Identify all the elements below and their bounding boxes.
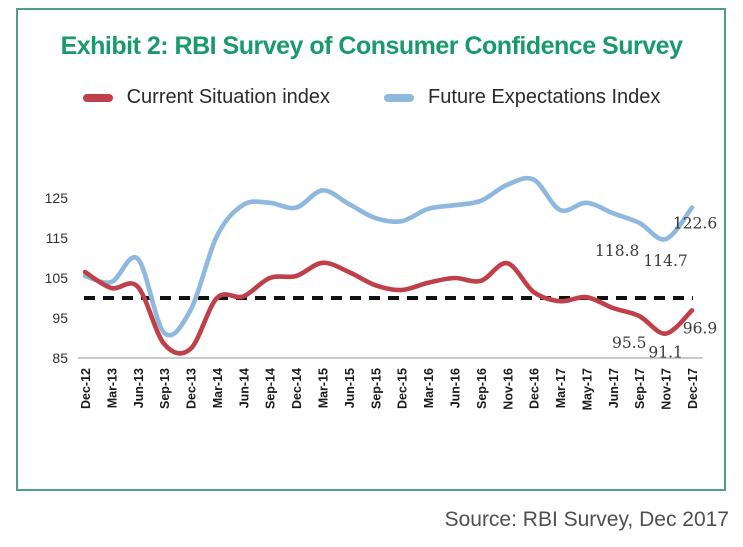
csi-line <box>82 260 695 356</box>
x-axis-tick-label: Nov-17 <box>660 368 674 410</box>
data-label: 114.7 <box>643 252 687 270</box>
y-axis-tick-label: 115 <box>46 230 69 246</box>
y-axis-tick-label: 95 <box>52 310 68 326</box>
data-label: 91.1 <box>648 344 683 362</box>
x-axis-tick-label: Sep-16 <box>475 368 489 409</box>
data-label: 118.8 <box>595 242 639 260</box>
x-axis-tick-label: Nov-16 <box>501 368 515 410</box>
page-title: Exhibit 2: RBI Survey of Consumer Confid… <box>60 32 683 60</box>
y-axis-tick-label: 105 <box>45 270 69 286</box>
source-caption: Source: RBI Survey, Dec 2017 <box>444 508 729 531</box>
x-axis-tick-label: Jun-15 <box>343 368 357 408</box>
x-axis-tick-label: Sep-17 <box>633 368 647 409</box>
x-axis-tick-label: Sep-14 <box>264 368 278 409</box>
x-axis-tick-label: Dec-16 <box>528 368 542 409</box>
data-label: 122.6 <box>673 215 717 233</box>
x-axis-tick-label: Sep-13 <box>158 368 172 409</box>
y-axis-tick-label: 85 <box>52 350 68 366</box>
x-axis-tick-label: Sep-15 <box>369 368 383 409</box>
fei-line <box>82 175 695 338</box>
data-label: 95.5 <box>612 334 647 352</box>
x-axis-tick-label: Dec-17 <box>686 368 700 409</box>
x-axis-tick-label: Dec-14 <box>290 368 304 409</box>
x-axis-tick-label: Mar-14 <box>211 368 225 408</box>
x-axis-tick-label: Dec-15 <box>396 368 410 409</box>
csi-legend-swatch <box>82 93 113 102</box>
legend-item-future-expectations: Future Expectations Index <box>384 86 660 109</box>
x-axis-tick-label: Jun-17 <box>607 368 621 408</box>
x-axis-tick-label: Mar-15 <box>317 368 331 408</box>
legend-item-current-situation: Current Situation index <box>82 86 331 109</box>
fei-legend-swatch <box>384 93 415 102</box>
chart-frame <box>16 8 726 491</box>
x-axis-tick-label: Jun-13 <box>132 368 146 408</box>
x-axis-tick-label: Mar-16 <box>422 368 436 408</box>
x-axis-tick-label: Dec-13 <box>185 368 199 409</box>
x-axis-tick-label: May-17 <box>580 368 594 410</box>
legend-label-current-situation: Current Situation index <box>126 86 331 108</box>
x-axis-tick-label: Jun-14 <box>237 368 251 408</box>
legend-label-future-expectations: Future Expectations Index <box>428 86 661 108</box>
x-axis-tick-label: Mar-13 <box>105 368 119 408</box>
data-label: 96.9 <box>683 319 718 337</box>
x-axis-tick-label: Dec-12 <box>79 368 93 409</box>
x-axis-tick-label: Mar-17 <box>554 368 568 408</box>
x-axis-tick-label: Jun-16 <box>448 368 462 408</box>
legend: Current Situation index Future Expectati… <box>20 86 723 109</box>
y-axis-tick-label: 125 <box>45 190 69 206</box>
